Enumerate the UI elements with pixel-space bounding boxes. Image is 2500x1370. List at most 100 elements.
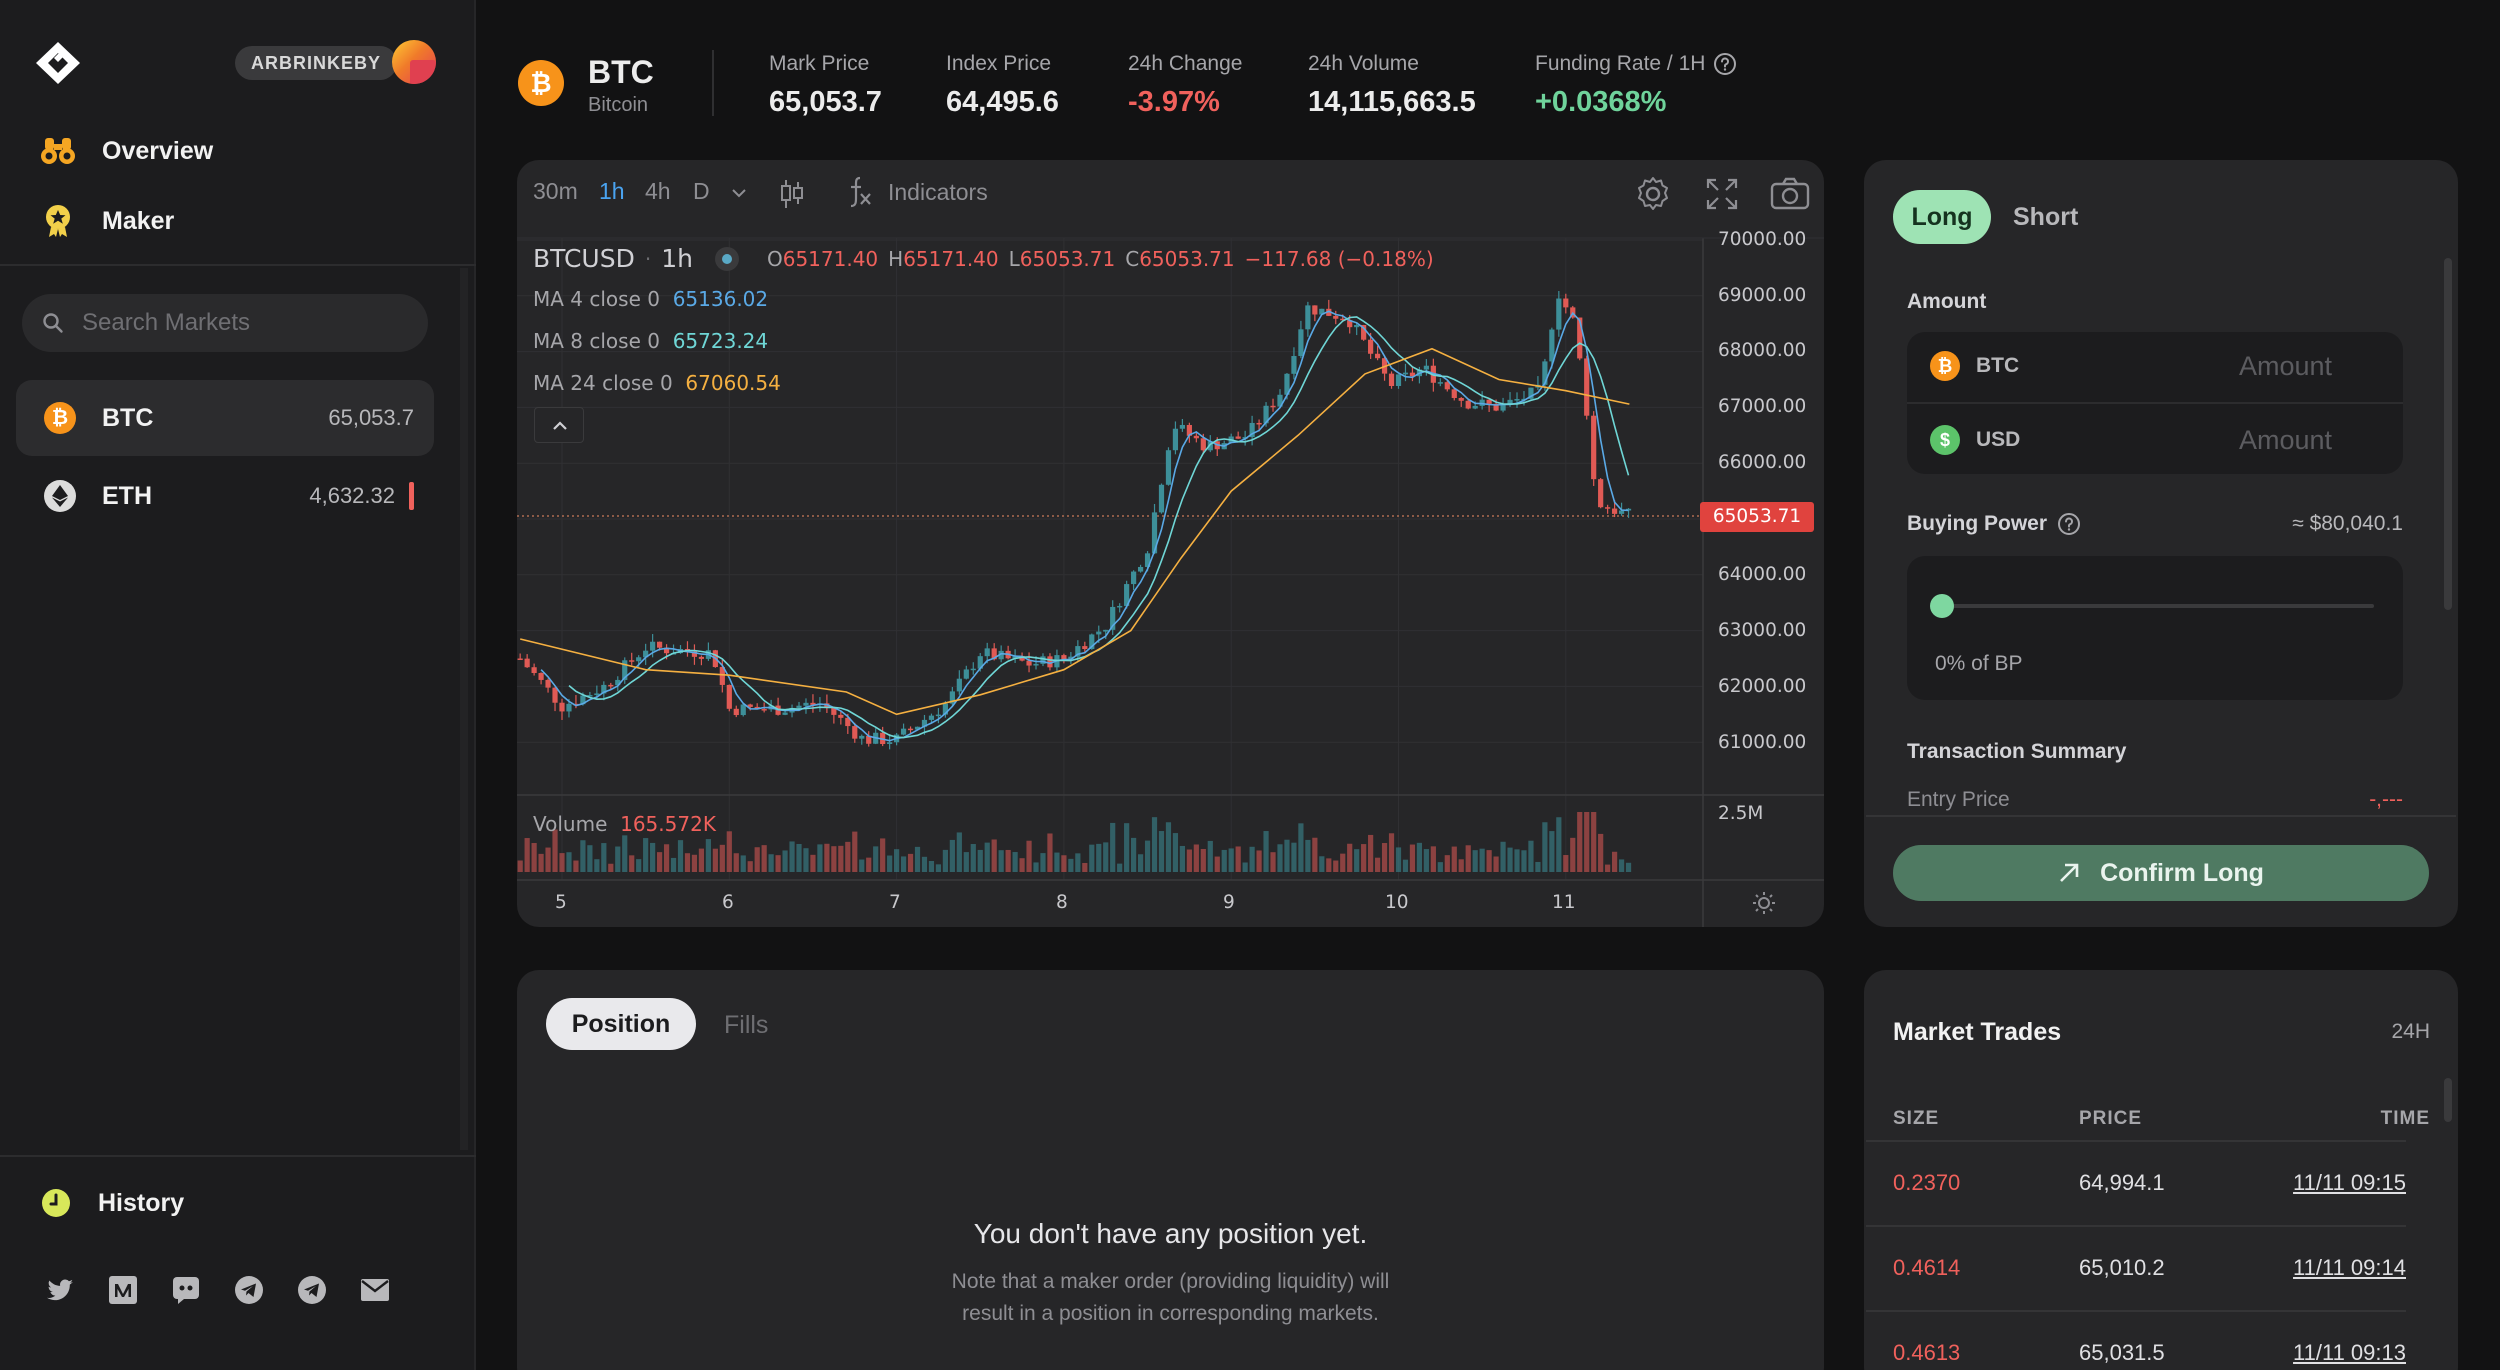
search-input[interactable] — [82, 309, 402, 337]
volume-bar — [873, 846, 879, 872]
last-price-tag: 65053.71 — [1700, 502, 1814, 532]
tab-long[interactable]: Long — [1893, 190, 1991, 244]
candle-body — [1012, 655, 1018, 659]
bp-percent-label: 0% of BP — [1935, 652, 2023, 675]
help-icon[interactable] — [1713, 52, 1737, 76]
volume-bar — [859, 859, 865, 872]
usd-amount-input[interactable] — [2132, 424, 2332, 456]
column-header-size: SIZE — [1893, 1108, 1940, 1129]
ohlc-change: −117.68 (−0.18%) — [1244, 246, 1434, 271]
search-markets[interactable] — [22, 294, 428, 352]
candle-body — [887, 742, 893, 744]
bp-slider-track[interactable] — [1942, 604, 2374, 608]
camera-icon[interactable] — [1770, 176, 1810, 212]
candle-body — [1584, 358, 1590, 416]
candle-body — [629, 660, 635, 662]
candle-body — [914, 726, 921, 730]
volume-value: 165.572K — [620, 812, 716, 836]
buying-power-row: Buying Power — [1907, 512, 2081, 536]
volume-label: Volume — [533, 812, 608, 836]
candle-style-icon[interactable] — [777, 178, 807, 210]
twitter-icon[interactable] — [44, 1274, 76, 1306]
bp-slider-thumb[interactable] — [1930, 594, 1954, 618]
volume-bar — [1486, 850, 1492, 872]
volume-bar — [1598, 833, 1604, 872]
volume-bar — [552, 829, 558, 872]
ma-value: 67060.54 — [685, 371, 781, 395]
market-item-btc[interactable]: ₿ BTC 65,053.7 — [16, 380, 434, 456]
candle-body — [963, 669, 969, 679]
market-item-eth[interactable]: ETH 4,632.32 — [16, 458, 434, 534]
trade-size: 0.4613 — [1893, 1340, 1961, 1365]
collapse-legend-button[interactable] — [534, 407, 584, 443]
trade-time-link[interactable]: 11/11 09:13 — [2293, 1340, 2406, 1365]
timeframe-d[interactable]: D — [693, 178, 710, 204]
volume-bar — [636, 859, 642, 872]
discord-icon[interactable] — [170, 1274, 202, 1306]
price-chart[interactable] — [517, 160, 1824, 927]
candle-body — [845, 717, 851, 727]
volume-bar — [1368, 834, 1374, 872]
volume-bar — [1214, 856, 1220, 872]
bitcoin-icon: ₿ — [518, 60, 564, 106]
y-tick-label: 67000.00 — [1718, 396, 1807, 417]
trade-time-link[interactable]: 11/11 09:15 — [2293, 1170, 2406, 1195]
volume-bar — [803, 848, 809, 872]
trade-price: 65,010.2 — [2079, 1255, 2165, 1280]
chevron-down-icon[interactable] — [730, 186, 748, 200]
confirm-long-button[interactable]: Confirm Long — [1893, 845, 2429, 901]
candle-body — [538, 673, 544, 680]
account-avatar[interactable] — [392, 40, 436, 84]
tab-position[interactable]: Position — [546, 998, 696, 1050]
nav-item-overview[interactable]: Overview — [40, 126, 213, 176]
fullscreen-icon[interactable] — [1704, 176, 1740, 212]
timeframe-4h[interactable]: 4h — [645, 178, 671, 204]
y-tick-label: 66000.00 — [1718, 452, 1807, 473]
settings-gear-icon[interactable] — [1634, 175, 1672, 213]
timeframe-30m[interactable]: 30m — [533, 178, 578, 204]
trade-panel-scrollbar[interactable] — [2444, 258, 2452, 610]
buying-power-slider-box — [1907, 556, 2403, 700]
candle-body — [1395, 374, 1402, 387]
indicators-button[interactable]: Indicators — [846, 174, 988, 210]
help-icon[interactable] — [2057, 512, 2081, 536]
trade-time-link[interactable]: 11/11 09:14 — [2293, 1255, 2406, 1280]
tab-short[interactable]: Short — [2013, 203, 2079, 231]
ohlc-close: 65053.71 — [1139, 246, 1235, 271]
volume-bar — [810, 854, 816, 872]
nav-item-history[interactable]: History — [40, 1178, 184, 1228]
telegram-icon[interactable] — [233, 1274, 265, 1306]
volume-bar — [1277, 844, 1283, 872]
ma-label: MA 24 close 0 — [533, 371, 673, 395]
volume-bar — [1326, 858, 1332, 872]
candle-body — [740, 704, 746, 716]
volume-bar — [1068, 858, 1074, 872]
chart-settings-icon[interactable] — [1750, 889, 1778, 917]
candle-body — [545, 679, 551, 688]
app-logo-icon[interactable] — [34, 40, 82, 86]
market-trades-scrollbar[interactable] — [2444, 1078, 2452, 1122]
nav-item-maker[interactable]: Maker — [40, 196, 174, 246]
market-trades-period[interactable]: 24H — [2391, 1020, 2430, 1043]
mail-icon[interactable] — [359, 1274, 391, 1306]
candle-body — [1193, 435, 1199, 439]
timeframe-1h[interactable]: 1h — [599, 178, 625, 204]
volume-bar — [900, 856, 907, 872]
volume-bar — [1535, 861, 1541, 872]
volume-bar — [894, 849, 900, 872]
header-divider — [712, 50, 714, 116]
volume-bar — [1479, 848, 1485, 872]
trade-row: 0.4613 65,031.5 11/11 09:13 — [1866, 1310, 2406, 1370]
volume-bar — [880, 838, 886, 872]
btc-amount-input[interactable] — [2132, 350, 2332, 382]
y-tick-label: 61000.00 — [1718, 732, 1807, 753]
telegram-icon[interactable] — [296, 1274, 328, 1306]
tab-fills[interactable]: Fills — [724, 1011, 769, 1039]
volume-bar — [684, 853, 691, 872]
sidebar-scrollbar[interactable] — [460, 268, 468, 1150]
chart-panel — [517, 160, 1824, 927]
network-badge[interactable]: ARBRINKEBY — [235, 46, 398, 80]
medium-icon[interactable] — [107, 1274, 139, 1306]
search-icon — [43, 313, 63, 333]
y-tick-label: 62000.00 — [1718, 676, 1807, 697]
